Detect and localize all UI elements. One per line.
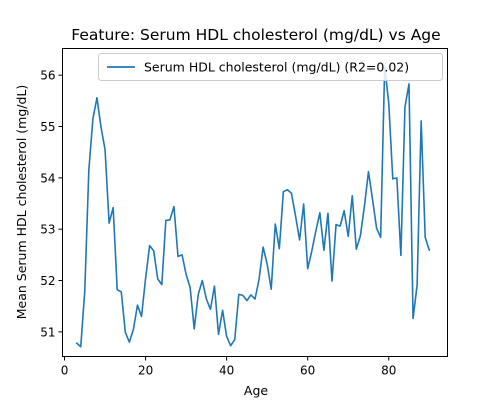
y-tick-label: 55 [40,120,55,134]
x-tick-label: 40 [219,364,234,378]
y-axis-label: Mean Serum HDL cholesterol (mg/dL) [14,85,29,319]
plot-area [75,65,431,348]
y-tick-label: 54 [40,171,55,185]
series-line [75,65,431,348]
legend-box [98,53,443,81]
y-tick-label: 52 [40,274,55,288]
y-tick-label: 51 [40,325,55,339]
x-tick-label: 80 [381,364,396,378]
legend: Serum HDL cholesterol (mg/dL) (R2=0.02) [98,53,443,81]
x-tick-label: 20 [138,364,153,378]
y-tick-label: 56 [40,69,55,83]
axes-frame [62,48,448,357]
x-axis: 0 20 40 60 80 [61,356,396,378]
x-axis-label: Age [244,383,268,398]
y-tick-label: 53 [40,223,55,237]
legend-entry-label: Serum HDL cholesterol (mg/dL) (R2=0.02) [144,60,409,75]
y-axis: 51 52 53 54 55 56 [40,69,63,339]
chart-title: Feature: Serum HDL cholesterol (mg/dL) v… [71,26,440,44]
x-tick-label: 60 [300,364,315,378]
x-tick-label: 0 [61,364,69,378]
